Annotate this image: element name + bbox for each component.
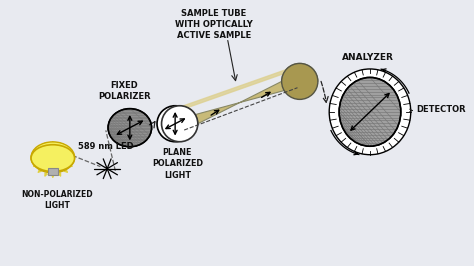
Ellipse shape — [157, 106, 193, 142]
Text: FIXED
POLARIZER: FIXED POLARIZER — [98, 81, 151, 101]
Text: NON-POLARIZED
LIGHT: NON-POLARIZED LIGHT — [21, 190, 93, 210]
Ellipse shape — [339, 77, 401, 146]
Ellipse shape — [282, 63, 318, 99]
Text: SAMPLE TUBE
WITH OPTICALLY
ACTIVE SAMPLE: SAMPLE TUBE WITH OPTICALLY ACTIVE SAMPLE — [175, 9, 253, 40]
Text: PLANE
POLARIZED
LIGHT: PLANE POLARIZED LIGHT — [152, 148, 203, 180]
Ellipse shape — [31, 145, 74, 172]
Ellipse shape — [31, 142, 74, 173]
Bar — [48, 168, 58, 175]
Text: ANALYZER: ANALYZER — [342, 53, 393, 61]
Text: DETECTOR: DETECTOR — [417, 105, 466, 114]
Ellipse shape — [329, 69, 411, 155]
Polygon shape — [162, 63, 318, 124]
Ellipse shape — [108, 109, 152, 147]
Text: 589 nm LED: 589 nm LED — [78, 142, 133, 151]
Ellipse shape — [162, 106, 198, 142]
